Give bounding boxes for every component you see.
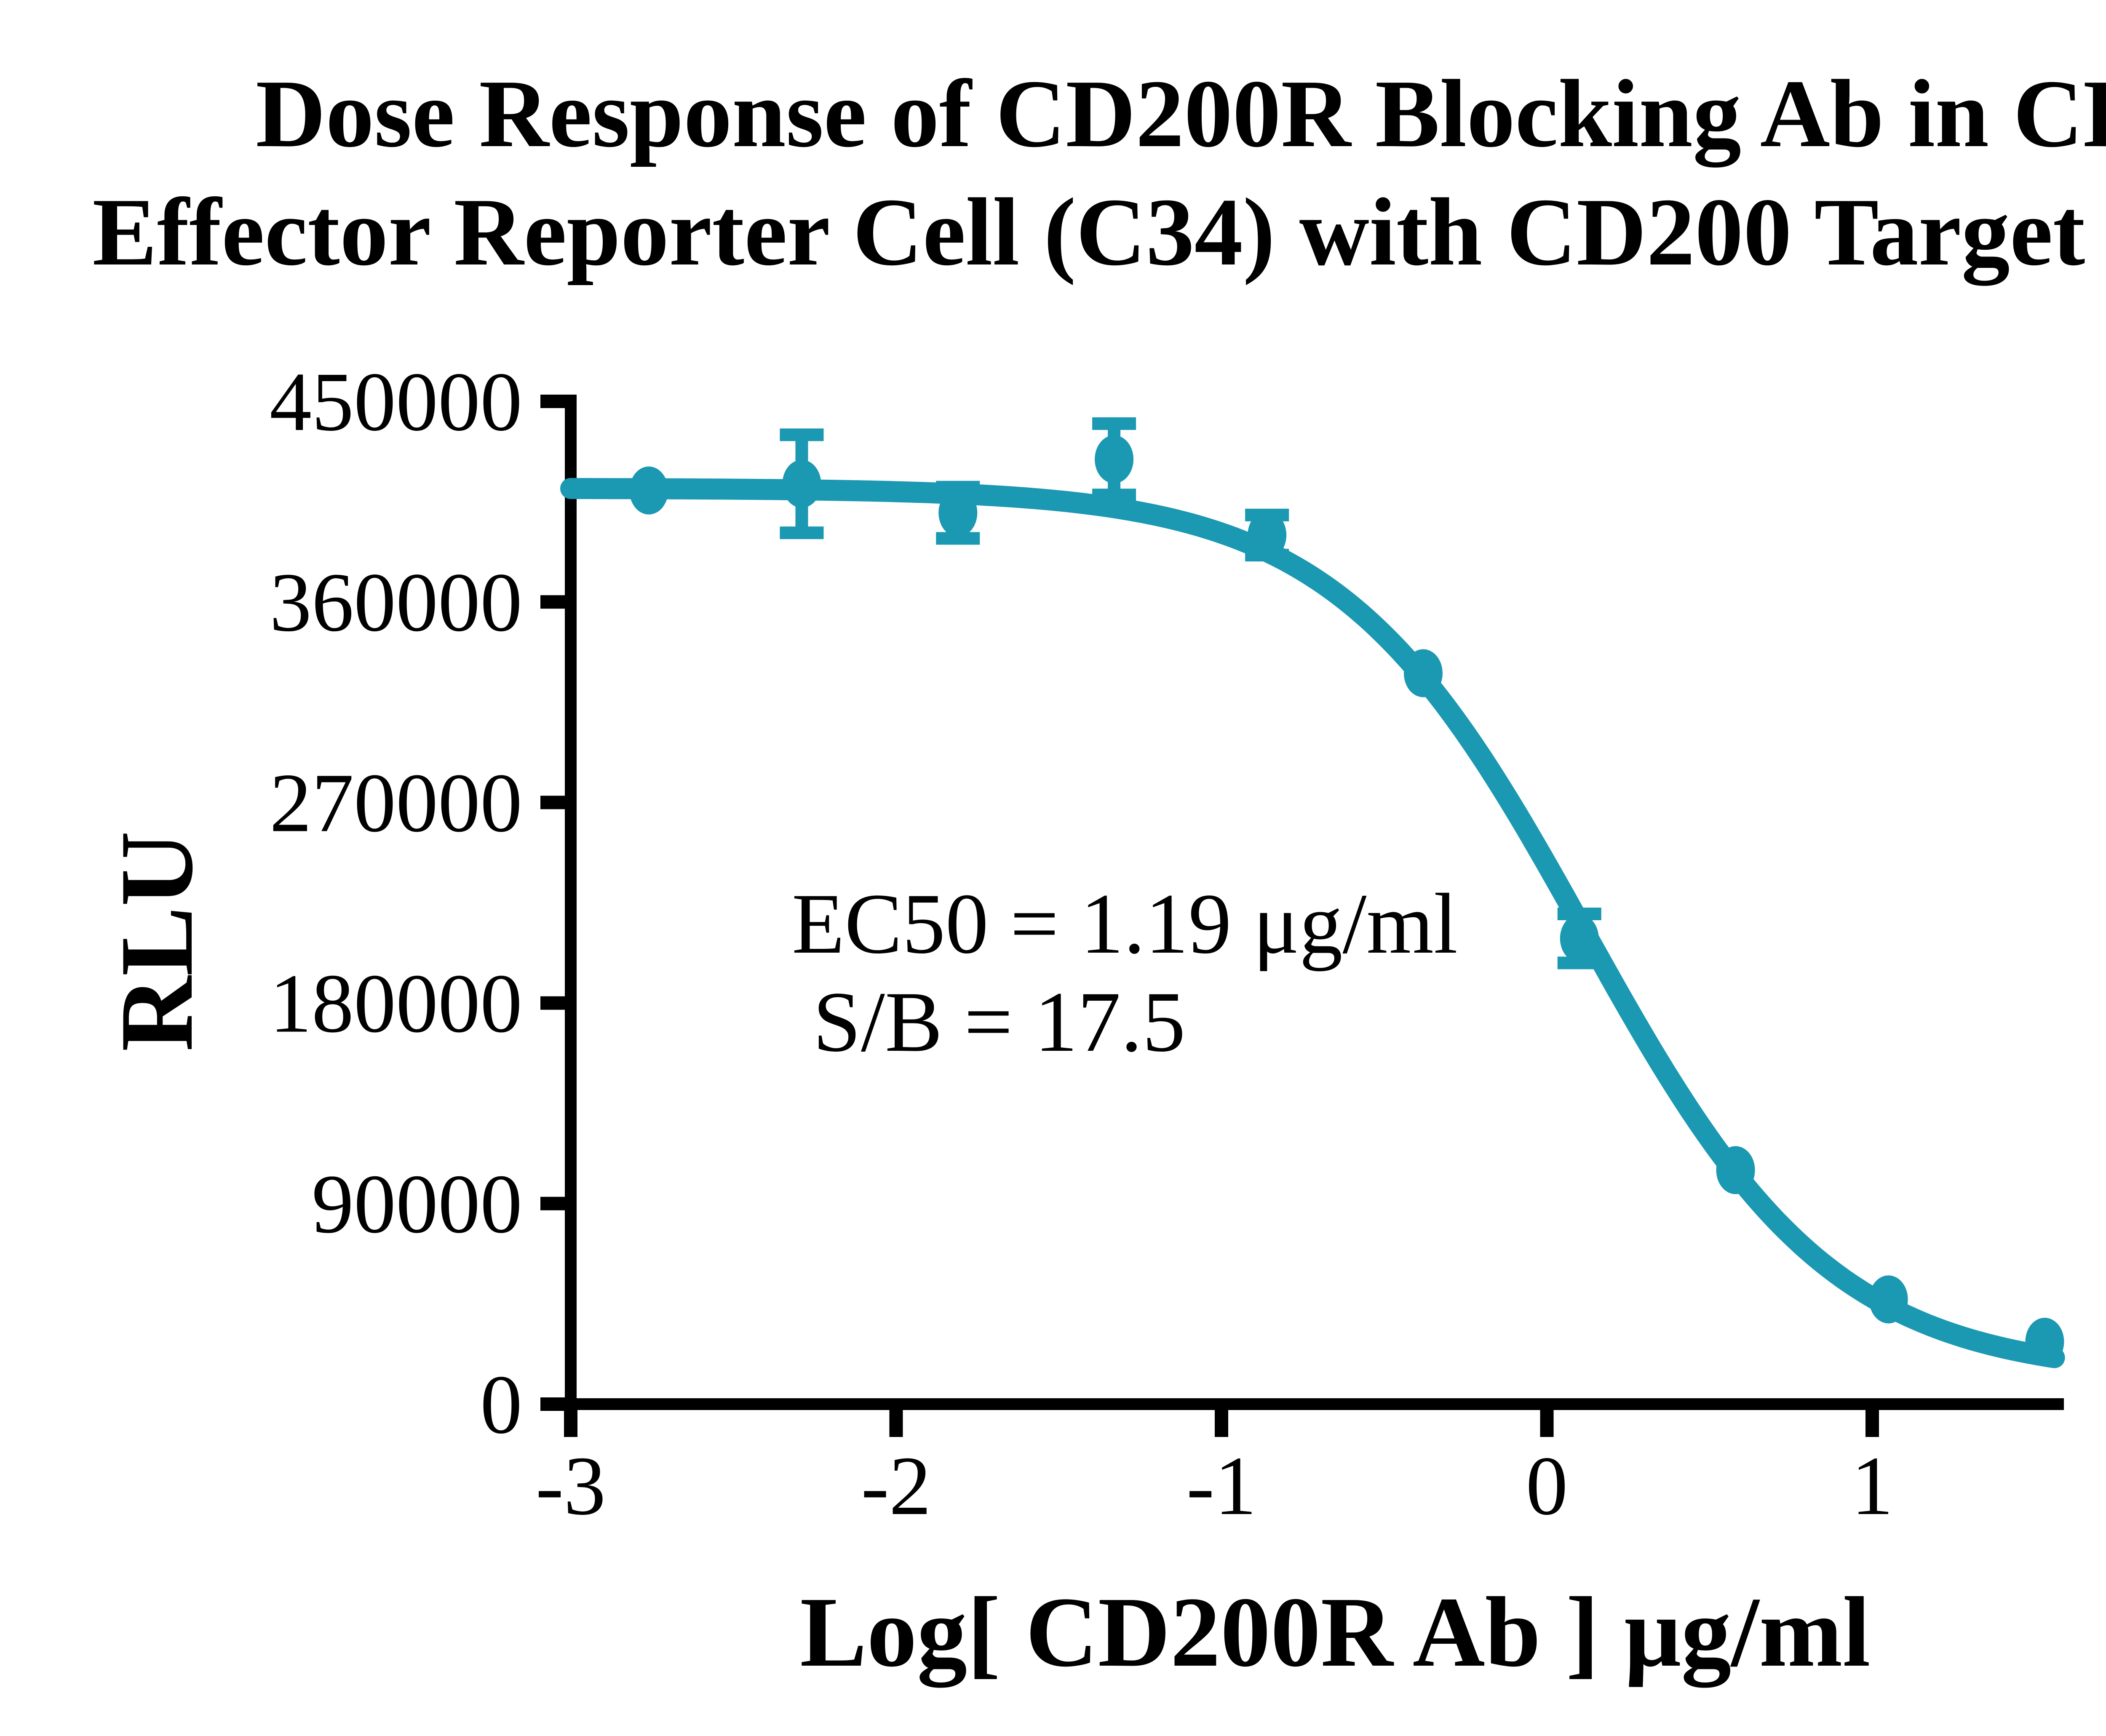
y-tick-label: 90000 [312, 1158, 522, 1251]
x-tick-label: -2 [861, 1440, 931, 1533]
y-axis-title: RLU [99, 831, 214, 1052]
chart-title-line2: Effector Reporter Cell (C34) with CD200 … [92, 178, 2106, 286]
data-point-marker [629, 466, 668, 515]
data-point-marker [782, 459, 821, 508]
data-point-marker [1403, 649, 1443, 697]
data-point-marker [1560, 914, 1599, 963]
data-point-marker [938, 489, 978, 537]
x-tick-label: 0 [1526, 1440, 1568, 1533]
data-point-marker [2025, 1317, 2064, 1366]
chart-title: Dose Response of CD200R Blocking Ab in C… [0, 55, 2106, 291]
y-tick-label: 450000 [270, 355, 522, 449]
x-tick-label: -1 [1187, 1440, 1257, 1533]
y-tick-label: 360000 [270, 556, 522, 649]
ec50-annotation: EC50 = 1.19 μg/ml [792, 876, 1458, 972]
x-axis-title: Log[ CD200R Ab ] μg/ml [800, 1577, 1870, 1688]
axes: 0 90000 180000 270000 360000 450000 -3 -2 -1 0 1 [270, 355, 2064, 1533]
data-point-marker [1869, 1275, 1908, 1324]
sb-annotation: S/B = 17.5 [813, 974, 1186, 1070]
y-tick-label: 180000 [270, 957, 522, 1050]
data-point-marker [1095, 435, 1134, 483]
y-tick-label: 270000 [270, 756, 522, 849]
x-tick-label: 1 [1851, 1440, 1893, 1533]
data-point-marker [1716, 1146, 1755, 1194]
x-tick-label: -3 [536, 1440, 606, 1533]
data-point-marker [1248, 511, 1287, 559]
data-points-group [629, 435, 2064, 1366]
y-tick-label: 0 [480, 1358, 522, 1451]
chart-title-line1: Dose Response of CD200R Blocking Ab in C… [256, 60, 2106, 167]
